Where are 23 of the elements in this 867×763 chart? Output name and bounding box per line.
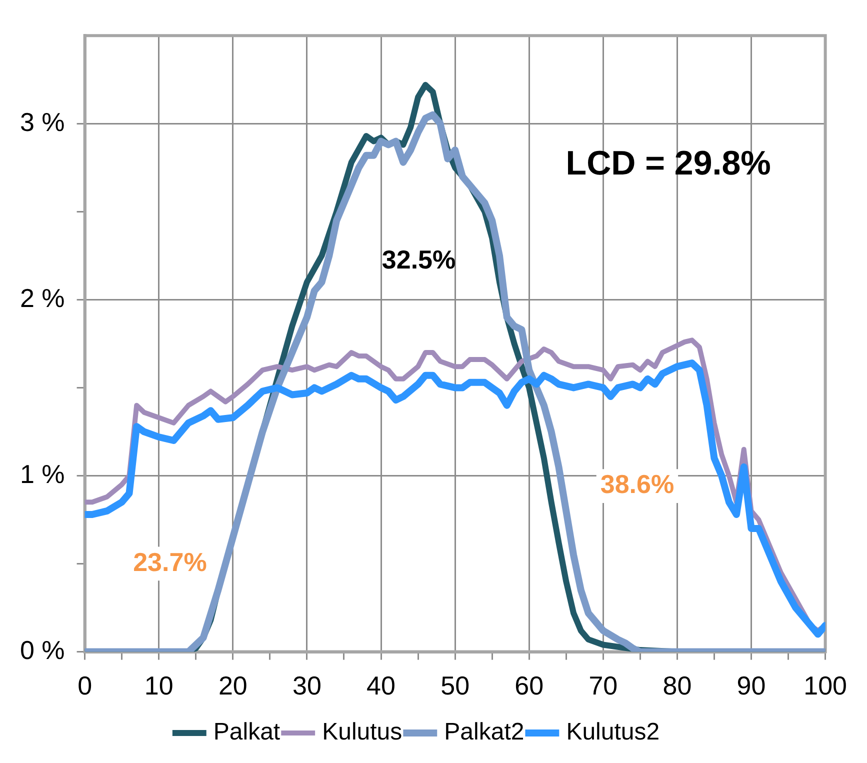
x-tick-label: 60 (514, 670, 544, 701)
legend-label: Palkat2 (444, 718, 524, 746)
annotation: LCD = 29.8% (566, 144, 771, 182)
x-tick-label: 10 (144, 670, 174, 701)
y-tick-label: 2 % (20, 282, 65, 313)
x-tick-label: 40 (366, 670, 396, 701)
y-tick-label: 0 % (20, 634, 65, 665)
legend-label: Kulutus2 (566, 718, 660, 746)
x-tick-label: 70 (588, 670, 618, 701)
legend-label: Kulutus (322, 718, 402, 746)
annotation: 23.7% (133, 546, 207, 577)
x-tick-label: 30 (292, 670, 322, 701)
y-tick-label: 3 % (20, 106, 65, 137)
x-tick-label: 80 (662, 670, 692, 701)
x-tick-label: 50 (440, 670, 470, 701)
legend-label: Palkat (213, 718, 280, 746)
annotation: 32.5% (382, 244, 456, 274)
x-tick-label: 20 (218, 670, 248, 701)
x-tick-label: 100 (804, 670, 848, 701)
x-tick-label: 90 (736, 670, 766, 701)
y-tick-label: 1 % (20, 458, 65, 489)
annotation: 38.6% (600, 469, 674, 500)
x-tick-label: 0 (78, 670, 92, 701)
